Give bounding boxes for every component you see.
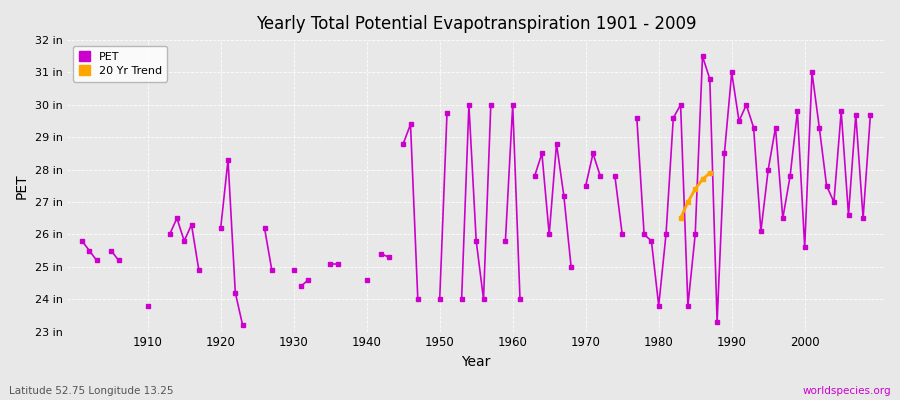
Legend: PET, 20 Yr Trend: PET, 20 Yr Trend bbox=[73, 46, 167, 82]
Y-axis label: PET: PET bbox=[15, 173, 29, 199]
Text: Latitude 52.75 Longitude 13.25: Latitude 52.75 Longitude 13.25 bbox=[9, 386, 174, 396]
X-axis label: Year: Year bbox=[462, 355, 490, 369]
Text: worldspecies.org: worldspecies.org bbox=[803, 386, 891, 396]
Title: Yearly Total Potential Evapotranspiration 1901 - 2009: Yearly Total Potential Evapotranspiratio… bbox=[256, 15, 697, 33]
